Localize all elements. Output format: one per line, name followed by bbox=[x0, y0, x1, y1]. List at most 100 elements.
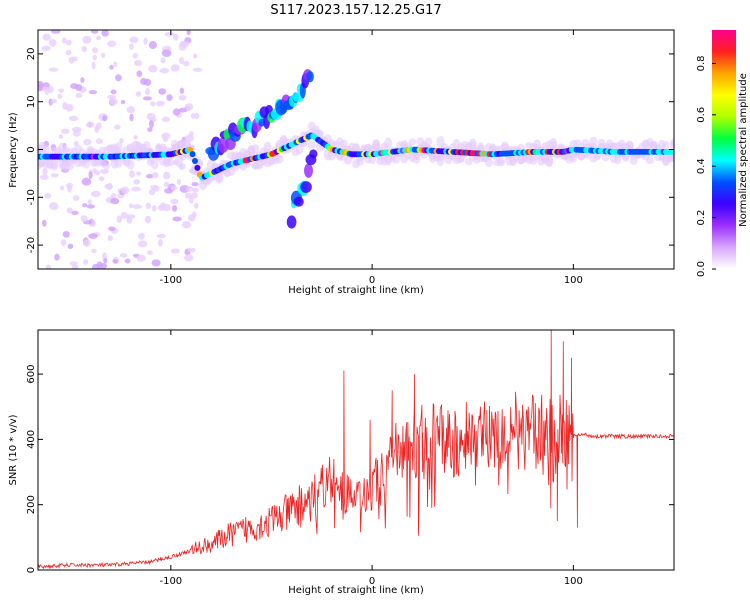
y-tick-label: 400 bbox=[26, 430, 37, 449]
spectrogram-x-label: Height of straight line (km) bbox=[288, 285, 424, 296]
carrier-halo bbox=[629, 156, 638, 165]
carrier-halo bbox=[670, 155, 674, 163]
carrier-halo bbox=[392, 154, 401, 165]
carrier-halo bbox=[275, 154, 284, 164]
noise-speckle bbox=[50, 173, 59, 178]
noise-speckle bbox=[80, 77, 85, 83]
noise-speckle bbox=[82, 35, 92, 44]
snr-frame bbox=[37, 329, 675, 571]
carrier-halo bbox=[424, 137, 433, 147]
noise-speckle bbox=[159, 202, 166, 209]
noise-speckle bbox=[136, 171, 142, 176]
noise-speckle bbox=[133, 178, 140, 185]
noise-speckle bbox=[48, 67, 59, 72]
colorbar-tick-label: 0.6 bbox=[696, 107, 707, 123]
noise-speckle bbox=[132, 52, 138, 59]
noise-speckle bbox=[95, 138, 103, 144]
noise-speckle bbox=[41, 45, 51, 52]
noise-speckle bbox=[115, 74, 122, 82]
noise-speckle bbox=[39, 174, 49, 180]
y-tick-label: 0 bbox=[26, 567, 37, 573]
noise-speckle bbox=[162, 116, 171, 123]
noise-speckle bbox=[110, 89, 117, 95]
noise-speckle bbox=[170, 64, 180, 72]
noise-speckle bbox=[91, 47, 99, 54]
carrier-halo bbox=[529, 157, 538, 165]
noise-speckle bbox=[107, 235, 113, 242]
noise-speckle bbox=[171, 204, 178, 212]
noise-speckle bbox=[125, 214, 136, 219]
noise-speckle bbox=[128, 203, 134, 209]
noise-speckle bbox=[59, 185, 65, 191]
noise-speckle bbox=[58, 88, 65, 93]
y-tick-label: 200 bbox=[26, 495, 37, 514]
noise-speckle bbox=[155, 100, 165, 107]
carrier-halo bbox=[126, 159, 135, 170]
noise-speckle bbox=[69, 261, 78, 266]
noise-speckle bbox=[194, 112, 200, 120]
noise-speckle bbox=[92, 168, 97, 174]
noise-speckle bbox=[102, 115, 108, 122]
carrier-blob bbox=[191, 157, 198, 164]
carrier-halo bbox=[263, 141, 272, 153]
noise-speckle bbox=[147, 127, 153, 132]
noise-speckle bbox=[69, 115, 78, 122]
carrier-halo bbox=[496, 157, 505, 165]
carrier-halo bbox=[661, 141, 670, 150]
noise-speckle bbox=[145, 88, 150, 96]
carrier-halo bbox=[42, 145, 51, 156]
noise-speckle bbox=[179, 56, 184, 65]
noise-speckle bbox=[172, 216, 182, 222]
y-tick-label: 600 bbox=[26, 365, 37, 384]
noise-speckle bbox=[150, 101, 156, 107]
noise-speckle bbox=[131, 186, 141, 192]
noise-speckle bbox=[144, 215, 151, 224]
noise-speckle bbox=[119, 137, 124, 144]
noise-speckle bbox=[38, 83, 43, 92]
noise-speckle bbox=[96, 261, 103, 269]
x-tick-label: 0 bbox=[369, 275, 375, 286]
carrier-halo bbox=[645, 157, 654, 165]
noise-speckle bbox=[113, 61, 118, 68]
noise-speckle bbox=[133, 135, 138, 140]
snr-ticks: -100 0 100 0 200 400 600 bbox=[26, 330, 674, 587]
chart-title: S117.2023.157.12.25.G17 bbox=[270, 3, 441, 18]
noise-speckle bbox=[124, 258, 131, 264]
noise-speckle bbox=[119, 253, 128, 258]
noise-speckle bbox=[170, 185, 178, 191]
x-tick-label: 100 bbox=[564, 576, 583, 587]
noise-speckle bbox=[72, 195, 80, 201]
noise-speckle bbox=[170, 248, 180, 254]
noise-speckle bbox=[136, 254, 146, 262]
noise-speckle bbox=[191, 182, 199, 187]
noise-speckle bbox=[148, 64, 158, 73]
noise-speckle bbox=[129, 113, 134, 122]
branch-blob bbox=[309, 149, 318, 159]
noise-speckle bbox=[100, 52, 106, 59]
noise-speckle bbox=[184, 103, 194, 111]
noise-speckle bbox=[112, 259, 118, 264]
carrier-halo bbox=[102, 162, 111, 170]
y-tick-label: -10 bbox=[26, 189, 37, 205]
noise-speckle bbox=[151, 205, 157, 212]
noise-speckle bbox=[80, 215, 88, 223]
noise-speckle bbox=[163, 171, 171, 180]
noise-speckle bbox=[147, 250, 153, 255]
noise-speckle bbox=[193, 53, 198, 59]
noise-speckle bbox=[62, 231, 70, 238]
y-tick-label: -20 bbox=[26, 237, 37, 253]
noise-speckle bbox=[81, 177, 92, 186]
snr-background bbox=[38, 330, 674, 570]
branch-blob bbox=[304, 163, 313, 178]
noise-speckle bbox=[186, 30, 191, 36]
noise-speckle bbox=[95, 35, 102, 41]
noise-speckle bbox=[60, 128, 70, 134]
noise-speckle bbox=[61, 37, 67, 44]
noise-speckle bbox=[179, 87, 185, 94]
noise-speckle bbox=[164, 188, 174, 194]
noise-speckle bbox=[160, 57, 166, 64]
spectrogram-y-label: Frequency (Hz) bbox=[8, 112, 19, 188]
carrier-halo bbox=[251, 144, 260, 155]
